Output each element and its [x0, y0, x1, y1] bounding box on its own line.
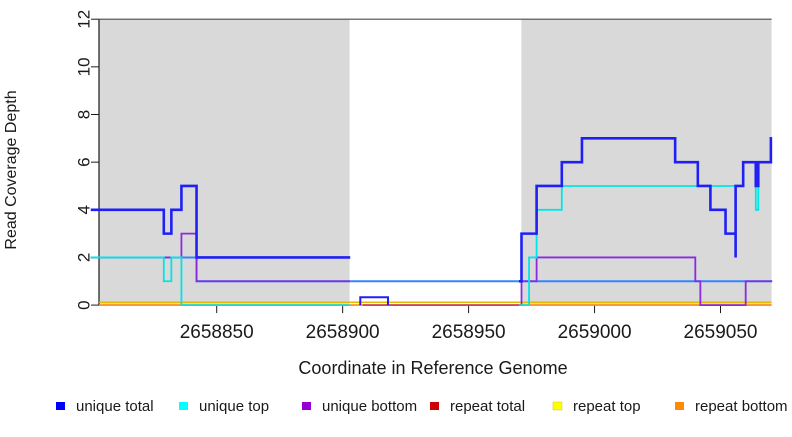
svg-text:4: 4	[74, 205, 93, 214]
svg-text:2659050: 2659050	[684, 322, 758, 343]
svg-text:unique bottom: unique bottom	[322, 398, 417, 415]
svg-text:repeat bottom: repeat bottom	[695, 398, 788, 415]
svg-text:2658900: 2658900	[306, 322, 380, 343]
svg-text:2658950: 2658950	[432, 322, 506, 343]
svg-text:12: 12	[74, 10, 93, 29]
svg-text:0: 0	[74, 300, 93, 309]
svg-text:2658850: 2658850	[180, 322, 254, 343]
svg-text:8: 8	[74, 110, 93, 119]
svg-text:unique total: unique total	[76, 398, 154, 415]
svg-text:Coordinate in Reference Genome: Coordinate in Reference Genome	[298, 358, 567, 378]
svg-text:unique top: unique top	[199, 398, 269, 415]
svg-text:6: 6	[74, 157, 93, 166]
svg-text:10: 10	[74, 57, 93, 76]
svg-text:repeat total: repeat total	[450, 398, 525, 415]
svg-text:2659000: 2659000	[558, 322, 632, 343]
svg-text:Read Coverage Depth: Read Coverage Depth	[3, 90, 20, 249]
svg-text:2: 2	[74, 253, 93, 262]
svg-text:repeat top: repeat top	[573, 398, 641, 415]
